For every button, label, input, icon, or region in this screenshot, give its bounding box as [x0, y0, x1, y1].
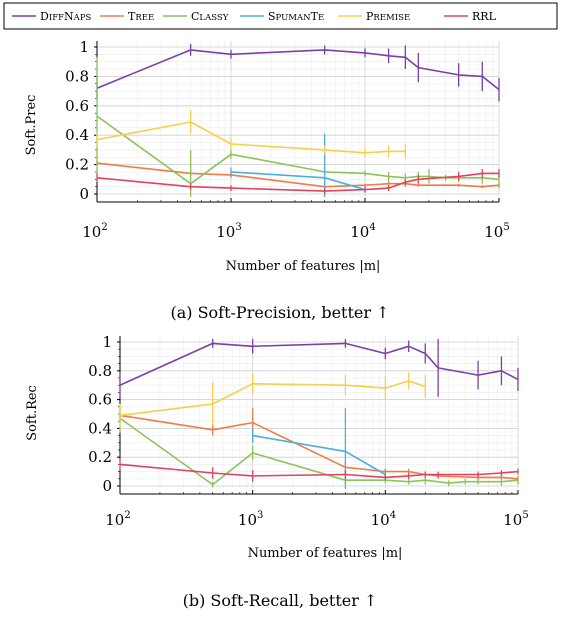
caption-b: (b) Soft-Recall, better ↑ [183, 591, 378, 610]
y-tick-label: 0 [79, 185, 89, 203]
panel-soft-recall: Soft.Rec Number of features |m| (b) Soft… [25, 333, 529, 610]
y-tick-label: 0.2 [88, 448, 112, 466]
series-premise [119, 372, 426, 427]
legend-label: CLASSY [191, 10, 229, 23]
series-rrl [119, 458, 519, 482]
legend-label: RRL [472, 10, 497, 23]
legend: DIFFNAPS TREE CLASSY SPUMANTE PREMISE RRL [3, 2, 558, 30]
y-tick-label: 0 [102, 477, 112, 495]
x-tick-label: 102 [105, 510, 130, 529]
y-tick-label: 1 [102, 333, 112, 351]
x-axis-label: Number of features |m| [248, 546, 403, 561]
y-tick-label: 0.2 [65, 156, 89, 174]
series-spumante [252, 408, 386, 489]
x-tick-label: 104 [350, 222, 375, 241]
y-axis-label: Soft.Prec [24, 95, 39, 156]
legend-entry: PREMISE [338, 10, 410, 23]
series-diffnaps [96, 44, 500, 102]
legend-entry: CLASSY [163, 10, 229, 23]
y-tick-label: 0.8 [65, 67, 89, 85]
series-line [119, 463, 519, 479]
legend-label: TREE [128, 10, 154, 23]
x-axis-label: Number of features |m| [226, 259, 381, 274]
legend-entry: RRL [444, 10, 497, 23]
series-line [119, 342, 519, 386]
series-classy [119, 403, 519, 488]
legend-entry: SPUMANTE [240, 10, 324, 23]
legend-label: DIFFNAPS [40, 10, 92, 23]
y-tick-label: 0.6 [88, 391, 112, 409]
y-tick-label: 0.4 [65, 126, 89, 144]
y-tick-label: 0.8 [88, 362, 112, 380]
legend-label: SPUMANTE [268, 10, 324, 23]
x-tick-label: 103 [216, 222, 241, 241]
x-tick-label: 102 [82, 222, 107, 241]
caption-a: (a) Soft-Precision, better ↑ [170, 303, 389, 322]
panel-soft-precision: Soft.Prec Number of features |m| (a) Sof… [24, 38, 510, 322]
x-tick-label: 103 [238, 510, 263, 529]
series-rrl [96, 169, 500, 194]
grid [96, 41, 500, 196]
legend-entry: TREE [100, 10, 154, 23]
y-axis-label: Soft.Rec [25, 385, 40, 441]
x-tick-label: 105 [503, 510, 528, 529]
y-tick-label: 0.4 [88, 419, 112, 437]
x-tick-label: 104 [371, 510, 396, 529]
grid [119, 336, 519, 488]
y-tick-label: 0.6 [65, 97, 89, 115]
series-premise [96, 110, 406, 159]
series-spumante [230, 133, 366, 197]
series-line [119, 417, 519, 486]
y-tick-label: 1 [79, 38, 89, 56]
series-diffnaps [119, 339, 519, 399]
legend-label: PREMISE [366, 10, 410, 23]
legend-entry: DIFFNAPS [12, 10, 92, 23]
x-tick-label: 105 [484, 222, 509, 241]
